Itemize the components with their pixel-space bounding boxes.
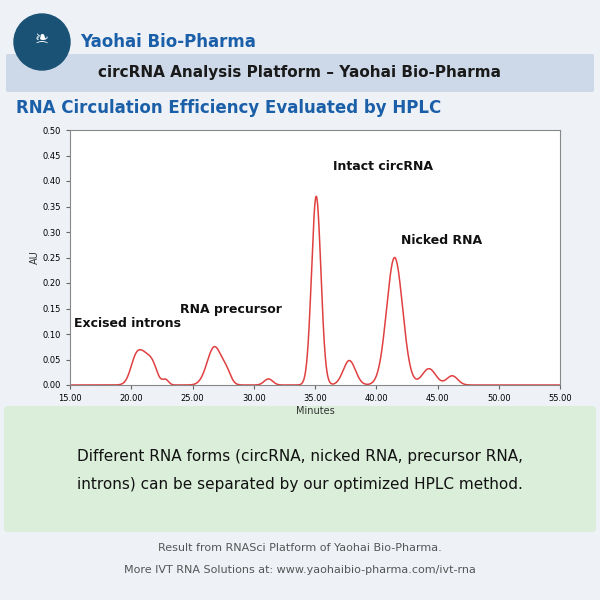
Text: More IVT RNA Solutions at: www.yaohaibio-pharma.com/ivt-rna: More IVT RNA Solutions at: www.yaohaibio… xyxy=(124,565,476,575)
Text: ❧: ❧ xyxy=(35,29,49,47)
Text: circRNA Analysis Platform – Yaohai Bio-Pharma: circRNA Analysis Platform – Yaohai Bio-P… xyxy=(98,65,502,80)
Text: Yaohai Bio-Pharma: Yaohai Bio-Pharma xyxy=(80,33,256,51)
Y-axis label: AU: AU xyxy=(29,251,40,265)
Text: ⁀: ⁀ xyxy=(37,43,47,56)
Text: Result from RNASci Platform of Yaohai Bio-Pharma.: Result from RNASci Platform of Yaohai Bi… xyxy=(158,543,442,553)
X-axis label: Minutes: Minutes xyxy=(296,406,334,416)
Text: introns) can be separated by our optimized HPLC method.: introns) can be separated by our optimiz… xyxy=(77,476,523,491)
Text: Intact circRNA: Intact circRNA xyxy=(334,160,433,173)
Text: Different RNA forms (circRNA, nicked RNA, precursor RNA,: Different RNA forms (circRNA, nicked RNA… xyxy=(77,449,523,463)
Text: RNA precursor: RNA precursor xyxy=(180,303,282,316)
Text: Nicked RNA: Nicked RNA xyxy=(401,234,482,247)
Text: Excised introns: Excised introns xyxy=(74,317,181,331)
Circle shape xyxy=(14,14,70,70)
Text: RNA Circulation Efficiency Evaluated by HPLC: RNA Circulation Efficiency Evaluated by … xyxy=(16,99,441,117)
FancyBboxPatch shape xyxy=(4,406,596,532)
FancyBboxPatch shape xyxy=(6,54,594,92)
